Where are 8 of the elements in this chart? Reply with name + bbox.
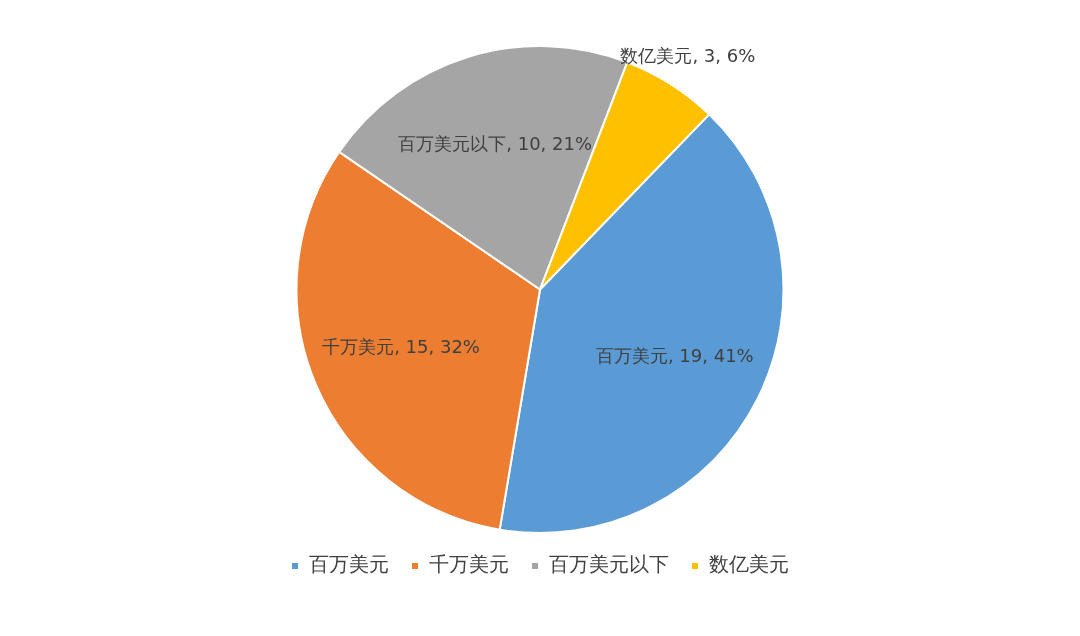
- legend-label: 千万美元: [429, 552, 509, 577]
- legend-label: 百万美元: [309, 552, 389, 577]
- data-label: 百万美元, 19, 41%: [595, 345, 754, 367]
- data-label: 百万美元以下, 10, 21%: [398, 133, 593, 155]
- data-label: 数亿美元, 3, 6%: [620, 45, 756, 67]
- legend-label: 数亿美元: [709, 552, 789, 577]
- legend-label: 百万美元以下: [549, 552, 669, 577]
- data-label: 千万美元, 15, 32%: [322, 336, 480, 358]
